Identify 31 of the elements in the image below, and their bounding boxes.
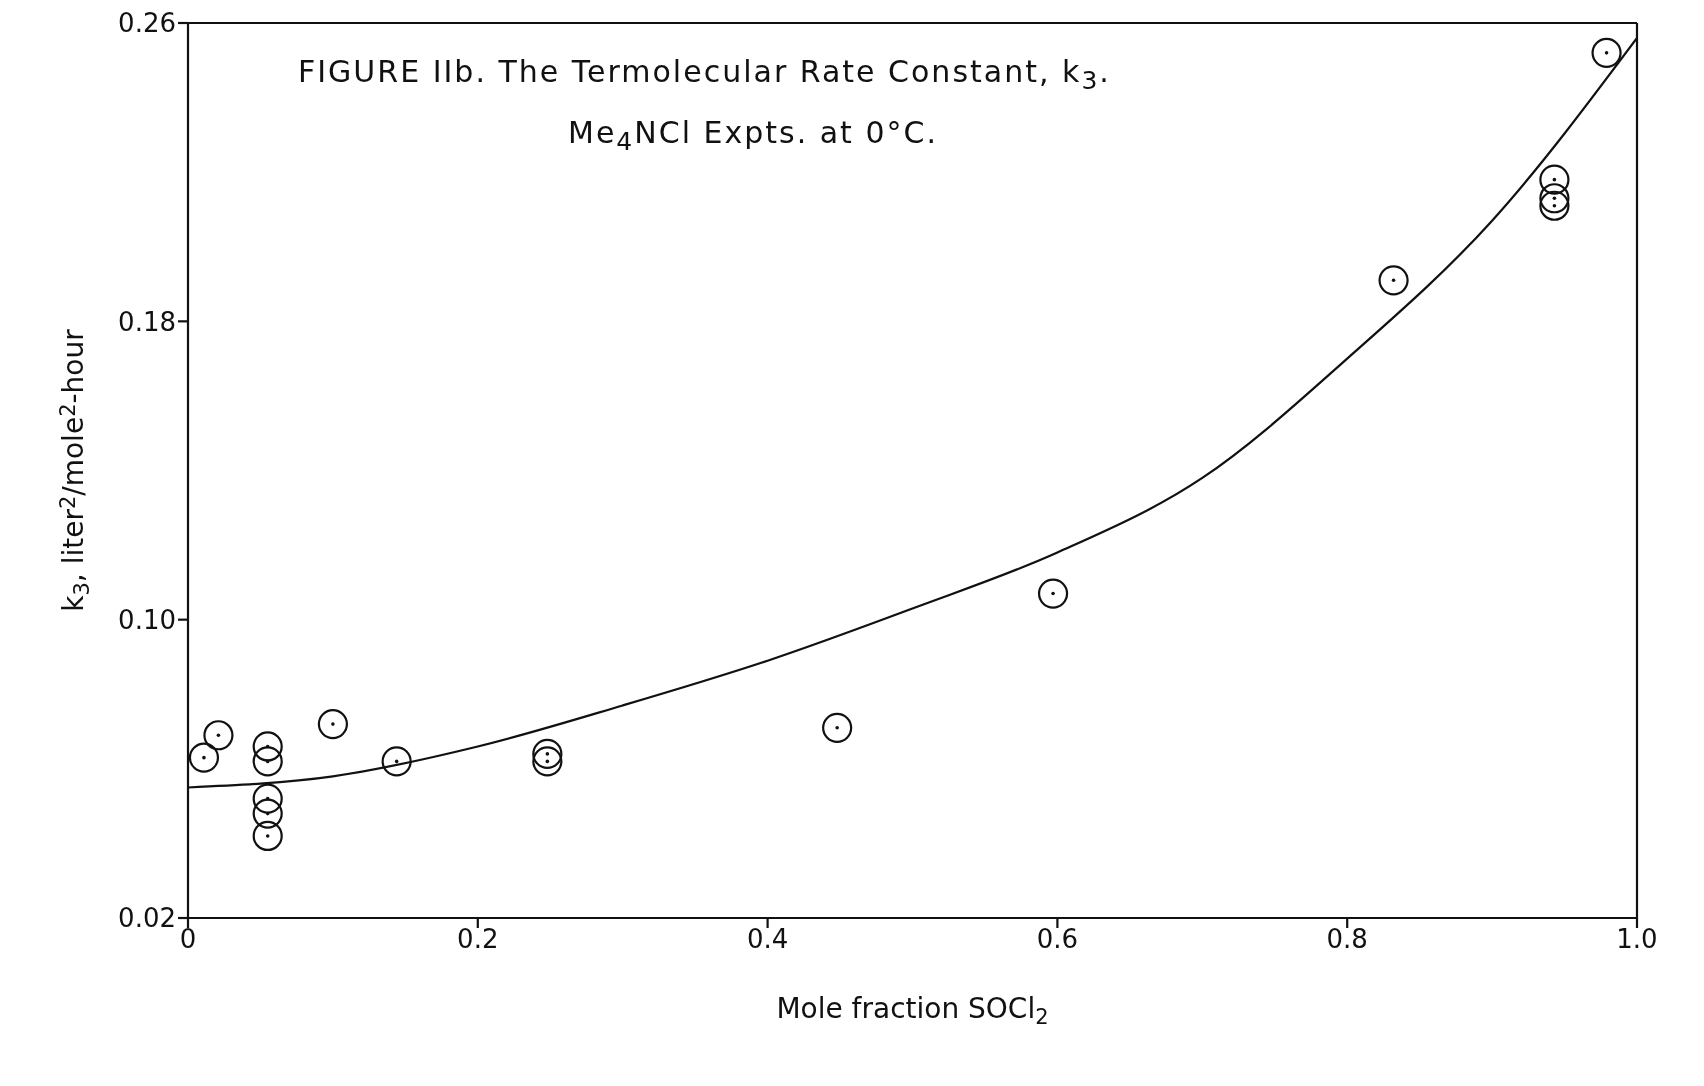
point bbox=[1539, 183, 1570, 214]
x-tick-label: 0.8 bbox=[1326, 924, 1368, 955]
point bbox=[532, 746, 563, 777]
x-axis-title: Mole fraction SOCl$_{2}$ bbox=[776, 992, 1049, 1030]
text: FIGURE IIb. The Termolecular Rate Constant, k$_{3}$. bbox=[298, 53, 1111, 97]
point bbox=[188, 742, 220, 773]
point bbox=[252, 820, 283, 852]
y-tick-label: 0.10 bbox=[118, 604, 176, 635]
point bbox=[1539, 190, 1570, 221]
point bbox=[252, 731, 283, 762]
y-tick-label: 0.26 bbox=[118, 8, 176, 39]
point bbox=[381, 746, 412, 777]
point bbox=[1539, 164, 1570, 195]
x-tick-label: 0.6 bbox=[1036, 924, 1079, 955]
point bbox=[252, 798, 283, 829]
point bbox=[252, 746, 283, 777]
x-tick-label: 1.0 bbox=[1616, 924, 1658, 955]
point bbox=[532, 738, 563, 770]
point bbox=[203, 720, 234, 751]
y-tick-label: 0.18 bbox=[118, 306, 176, 337]
point bbox=[1378, 265, 1409, 296]
text: Me$_{4}$NCl Expts. at 0°C. bbox=[567, 114, 939, 158]
x-tick-label: 0 bbox=[179, 924, 197, 955]
point bbox=[252, 783, 283, 814]
point bbox=[822, 712, 853, 743]
point bbox=[1591, 37, 1622, 68]
point bbox=[1037, 578, 1069, 609]
y-tick-label: 0.02 bbox=[118, 903, 176, 934]
x-tick-label: 0.2 bbox=[457, 924, 499, 955]
x-tick-label: 0.4 bbox=[746, 924, 789, 955]
point bbox=[317, 708, 348, 740]
